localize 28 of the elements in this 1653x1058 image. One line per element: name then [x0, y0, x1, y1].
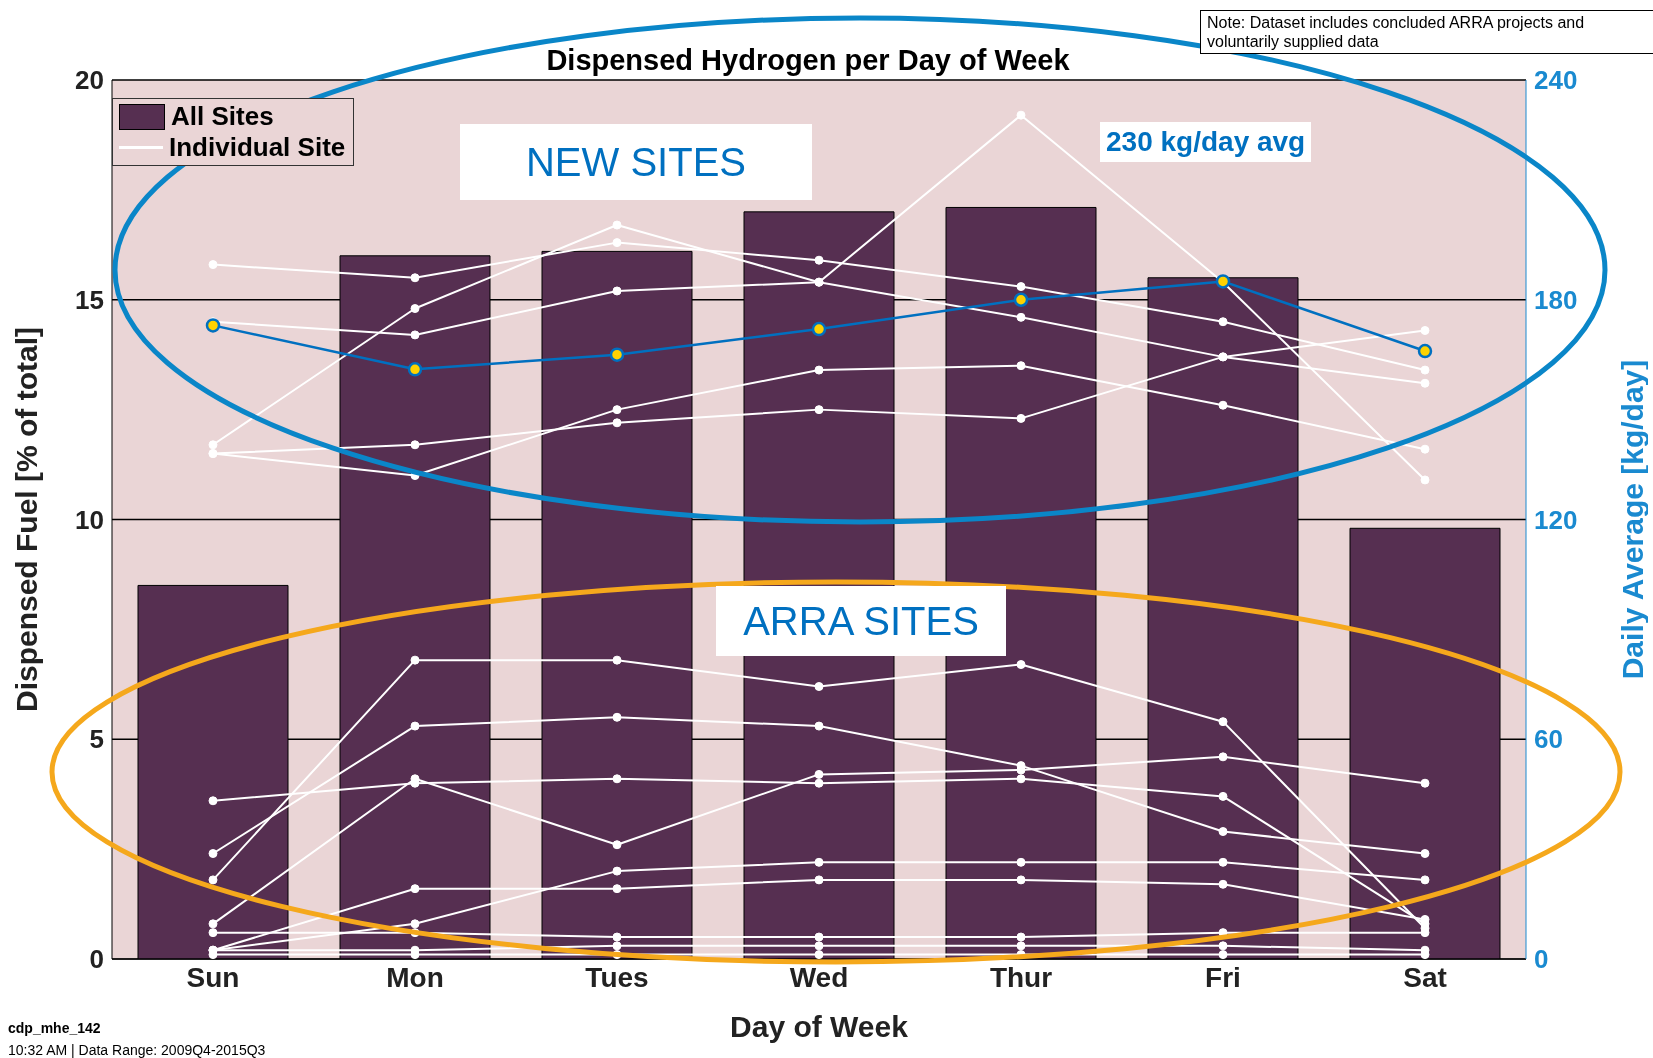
label-box: ARRA SITES	[716, 586, 1006, 656]
x-tick-label: Mon	[386, 961, 444, 993]
y2-tick-label: 240	[1534, 65, 1578, 96]
chart-title: Dispensed Hydrogen per Day of Week	[546, 44, 1070, 76]
annotation: 230 kg/day avg	[1100, 122, 1312, 162]
text: 10:32 AM | Data Range: 2009Q4-2015Q3	[8, 1042, 266, 1058]
y-axis-title: Dispensed Fuel [% of total]	[9, 326, 43, 713]
text: cdp_mhe_142	[8, 1020, 101, 1036]
text: Note: Dataset includes concluded ARRA projects and voluntarily supplied data	[1200, 10, 1653, 54]
y-tick-label: 10	[75, 504, 104, 535]
label-box: NEW SITES	[460, 124, 812, 200]
y2-tick-label: 60	[1534, 724, 1563, 755]
x-tick-label: Tues	[585, 961, 649, 993]
x-tick-label: Sun	[186, 961, 240, 993]
x-tick-label: Fri	[1205, 961, 1241, 993]
y-tick-label: 15	[75, 284, 104, 315]
x-axis-title: Day of Week	[730, 1010, 909, 1043]
y2-tick-label: 0	[1534, 944, 1549, 975]
y2-tick-label: 120	[1534, 504, 1578, 535]
y2-tick-label: 180	[1534, 284, 1578, 315]
x-tick-label: Sat	[1403, 961, 1447, 993]
x-tick-label: Wed	[789, 961, 849, 993]
legend-label: Individual Site	[169, 132, 346, 163]
y-tick-label: 5	[89, 724, 104, 755]
y-tick-label: 0	[89, 944, 104, 975]
x-tick-label: Thur	[989, 961, 1053, 993]
legend-label: All Sites	[171, 101, 274, 132]
y-tick-label: 20	[75, 65, 104, 96]
